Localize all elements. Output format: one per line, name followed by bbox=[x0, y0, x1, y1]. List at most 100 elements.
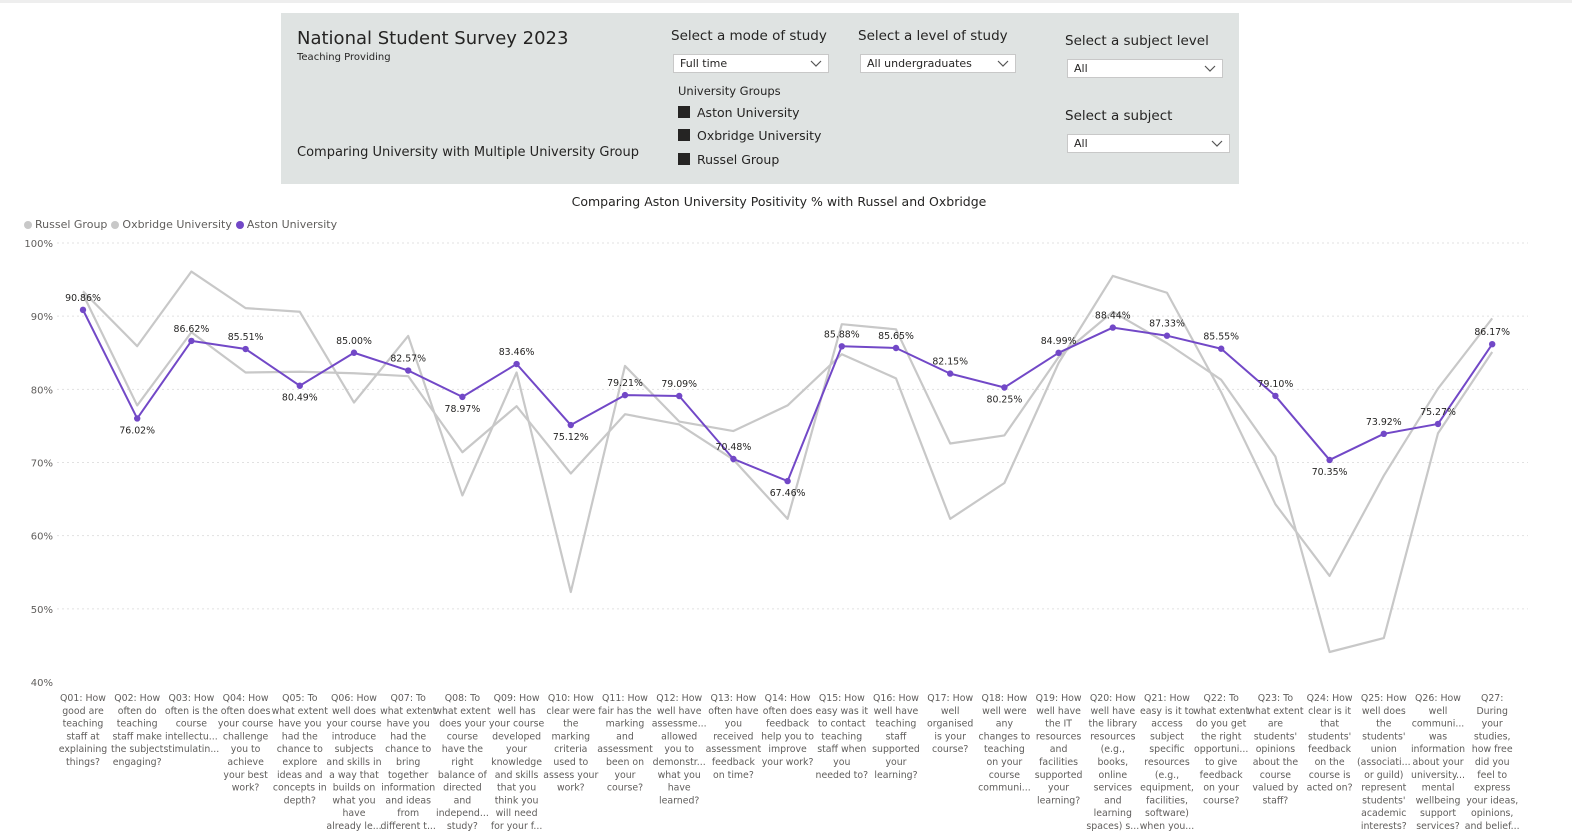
data-point bbox=[1272, 392, 1279, 400]
subject-level-label: Select a subject level bbox=[1065, 33, 1209, 49]
data-label: 85.00% bbox=[336, 336, 372, 347]
legend-label: Russel Group bbox=[35, 218, 108, 231]
x-tick-label: Q26: How well communi... was information abou… bbox=[1411, 693, 1465, 832]
data-label: 78.97% bbox=[445, 404, 481, 415]
x-tick-label: Q27: During your studies, how free did you fee… bbox=[1465, 693, 1520, 832]
data-point bbox=[784, 477, 791, 485]
page-title: National Student Survey 2023 bbox=[297, 28, 569, 49]
data-point bbox=[1055, 349, 1062, 357]
filter-panel: National Student Survey 2023 Teaching Pr… bbox=[281, 13, 1239, 184]
data-point bbox=[296, 382, 303, 389]
subject-level-dropdown[interactable]: All bbox=[1067, 59, 1223, 78]
legend-dot-icon bbox=[111, 220, 120, 229]
y-tick-label: 100% bbox=[24, 239, 53, 250]
data-label: 85.65% bbox=[878, 331, 914, 342]
x-tick-label: Q24: How clear is it that students' feedback… bbox=[1307, 693, 1353, 794]
data-point bbox=[1163, 332, 1171, 339]
y-tick-label: 60% bbox=[31, 532, 53, 543]
data-label: 85.55% bbox=[1203, 332, 1239, 343]
data-label: 80.25% bbox=[987, 395, 1023, 406]
data-point bbox=[79, 306, 87, 314]
data-point bbox=[350, 349, 358, 356]
x-tick-label: Q22: To what extent do you get the right opp… bbox=[1193, 693, 1250, 806]
subject-label: Select a subject bbox=[1065, 108, 1173, 124]
x-tick-label: Q16: How well have teaching staff supported y… bbox=[872, 693, 920, 781]
mode-value: Full time bbox=[680, 57, 728, 70]
x-tick-label: Q02: How often do teaching staff make the su… bbox=[111, 693, 164, 768]
group-option-aston[interactable]: Aston University bbox=[678, 103, 800, 121]
y-tick-label: 70% bbox=[31, 459, 53, 470]
data-point bbox=[134, 415, 141, 422]
x-tick-label: Q06: How well does your course introduce sub… bbox=[326, 693, 382, 832]
data-point bbox=[242, 345, 249, 353]
data-label: 79.09% bbox=[661, 379, 697, 390]
x-tick-label: Q13: How often have you received assessment f… bbox=[706, 693, 762, 781]
chevron-down-icon bbox=[1204, 65, 1216, 72]
subject-level-value: All bbox=[1074, 62, 1088, 75]
data-label: 76.02% bbox=[119, 425, 155, 436]
x-tick-label: Q21: How easy is it to access subject specif… bbox=[1140, 693, 1195, 832]
data-point bbox=[1489, 340, 1496, 348]
checkbox-icon bbox=[678, 106, 690, 118]
x-tick-label: Q12: How well have assessme... allowed you t… bbox=[652, 693, 707, 806]
data-point bbox=[188, 337, 195, 345]
group-option-russel[interactable]: Russel Group bbox=[678, 150, 779, 168]
data-point bbox=[567, 421, 574, 429]
x-tick-label: Q18: How well were any changes to teaching on… bbox=[978, 693, 1031, 794]
chevron-down-icon bbox=[997, 60, 1009, 67]
data-point bbox=[1109, 324, 1117, 331]
y-tick-label: 40% bbox=[31, 678, 53, 689]
x-tick-label: Q10: How clear were the marking criteria used… bbox=[543, 693, 598, 794]
chart-title: Comparing Aston University Positivity % … bbox=[571, 194, 987, 209]
data-label: 79.10% bbox=[1258, 379, 1294, 390]
data-label: 67.46% bbox=[770, 488, 806, 499]
mode-dropdown[interactable]: Full time bbox=[673, 54, 829, 73]
data-label: 86.17% bbox=[1474, 327, 1510, 338]
level-dropdown[interactable]: All undergraduates bbox=[860, 54, 1016, 73]
x-tick-label: Q23: To what extent are students' opinions ab… bbox=[1247, 693, 1304, 806]
data-label: 70.48% bbox=[716, 442, 752, 453]
mode-label: Select a mode of study bbox=[671, 28, 827, 44]
x-tick-label: Q11: How fair has the marking and assessment… bbox=[597, 693, 653, 794]
x-tick-label: Q15: How easy was it to contact teaching sta… bbox=[816, 693, 869, 781]
legend-label: Aston University bbox=[246, 218, 338, 231]
chevron-down-icon bbox=[1211, 140, 1223, 147]
y-tick-label: 50% bbox=[31, 605, 53, 616]
x-tick-label: Q05: To what extent have you had the chance … bbox=[272, 693, 329, 806]
x-tick-label: Q17: How well organised is your course? bbox=[927, 693, 973, 755]
y-tick-label: 80% bbox=[31, 385, 53, 396]
data-point bbox=[405, 367, 412, 374]
comparing-label: Comparing University with Multiple Unive… bbox=[297, 145, 639, 160]
data-label: 80.49% bbox=[282, 393, 318, 404]
data-label: 73.92% bbox=[1366, 417, 1402, 428]
data-label: 84.99% bbox=[1041, 336, 1077, 347]
data-label: 75.27% bbox=[1420, 407, 1456, 418]
chart-legend: Russel Group Oxbridge University Aston U… bbox=[24, 218, 341, 231]
legend-item-aston[interactable]: Aston University bbox=[235, 218, 338, 231]
checkbox-icon bbox=[678, 129, 690, 141]
data-point bbox=[1380, 430, 1388, 438]
group-option-oxbridge[interactable]: Oxbridge University bbox=[678, 126, 821, 144]
data-label: 87.33% bbox=[1149, 319, 1185, 330]
data-point bbox=[1326, 456, 1333, 464]
x-tick-label: Q14: How often does feedback help you to imp… bbox=[761, 693, 814, 768]
group-option-label: Oxbridge University bbox=[697, 127, 822, 143]
level-value: All undergraduates bbox=[867, 57, 972, 70]
data-point bbox=[621, 391, 629, 399]
data-point bbox=[947, 370, 954, 377]
x-tick-label: Q08: To what extent does your course have th… bbox=[434, 693, 491, 832]
page-subtitle: Teaching Providing bbox=[297, 52, 391, 63]
subject-dropdown[interactable]: All bbox=[1067, 134, 1230, 153]
data-label: 79.21% bbox=[607, 378, 643, 389]
legend-item-russel[interactable]: Russel Group bbox=[24, 218, 107, 231]
data-point bbox=[513, 360, 520, 368]
level-label: Select a level of study bbox=[858, 28, 1008, 44]
data-label: 83.46% bbox=[499, 347, 535, 358]
y-tick-label: 90% bbox=[31, 312, 53, 323]
x-tick-label: Q09: How well has your course developed your… bbox=[489, 693, 545, 832]
series-line-russel-group bbox=[82, 270, 1494, 594]
data-point bbox=[459, 393, 466, 401]
x-tick-label: Q01: How good are teaching staff at explaini… bbox=[59, 693, 108, 768]
group-option-label: Aston University bbox=[697, 104, 800, 120]
legend-item-oxbridge[interactable]: Oxbridge University bbox=[111, 218, 232, 231]
